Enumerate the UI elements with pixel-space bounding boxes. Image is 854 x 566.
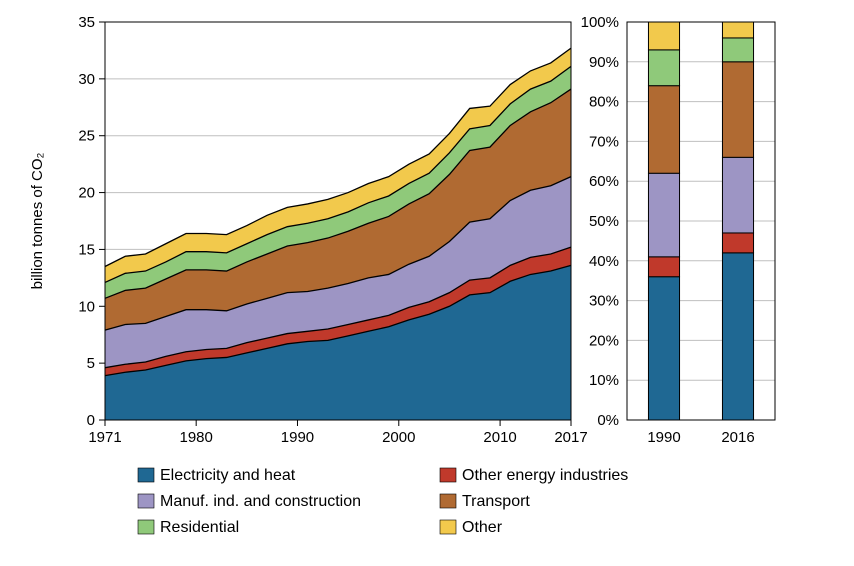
bar-seg-2016-transport: [722, 62, 753, 158]
bar-ytick-label: 40%: [589, 253, 619, 270]
bar-ytick-label: 60%: [589, 173, 619, 190]
bar-seg-1990-transport: [648, 86, 679, 174]
legend-label-residential: Residential: [160, 519, 239, 536]
legend-label-electricity: Electricity and heat: [160, 467, 296, 484]
bar-seg-2016-other: [722, 22, 753, 38]
bar-ytick-label: 70%: [589, 133, 619, 150]
bar-seg-2016-electricity: [722, 253, 753, 420]
legend: Electricity and heat Other energy industr…: [138, 467, 628, 536]
ytick-label: 25: [78, 128, 95, 145]
y-axis-label: billion tonnes of CO₂: [29, 152, 46, 289]
area-chart: 0 5 10 15 20 25 30 35 1971 1980 1990 2000 2010 2017 bi…: [29, 14, 588, 446]
bar-ytick-label: 10%: [589, 372, 619, 389]
ytick-label: 30: [78, 71, 95, 88]
ytick-label: 5: [87, 355, 95, 372]
legend-swatch-electricity: [138, 468, 154, 482]
bar-seg-1990-manuf: [648, 173, 679, 257]
legend-swatch-other_energy: [440, 468, 456, 482]
xtick-label: 2000: [382, 429, 415, 446]
legend-swatch-other: [440, 520, 456, 534]
co2-emissions-chart: 0 5 10 15 20 25 30 35 1971 1980 1990 2000 2010 2017 bi…: [0, 0, 854, 566]
legend-label-transport: Transport: [462, 493, 530, 510]
legend-swatch-transport: [440, 494, 456, 508]
xtick-label: 2010: [483, 429, 516, 446]
ytick-label: 10: [78, 298, 95, 315]
ytick-label: 20: [78, 185, 95, 202]
bar-ytick-label: 90%: [589, 54, 619, 71]
ytick-label: 0: [87, 412, 95, 429]
bar-ytick-label: 50%: [589, 213, 619, 230]
bar-ytick-label: 100%: [581, 14, 619, 31]
legend-label-manuf: Manuf. ind. and construction: [160, 493, 361, 510]
legend-label-other: Other: [462, 519, 503, 536]
xtick-label: 1971: [88, 429, 121, 446]
xtick-label: 2017: [554, 429, 587, 446]
bar-seg-1990-residential: [648, 50, 679, 86]
bar-ytick-label: 0%: [597, 412, 619, 429]
bar-xtick-label: 2016: [721, 429, 754, 446]
bar-seg-2016-other_energy: [722, 233, 753, 253]
legend-swatch-manuf: [138, 494, 154, 508]
bar-ytick-label: 30%: [589, 293, 619, 310]
legend-swatch-residential: [138, 520, 154, 534]
ytick-label: 35: [78, 14, 95, 31]
bar-chart: 0% 10% 20% 30% 40% 50% 60% 70% 80% 90% 100% 1990 201…: [581, 14, 775, 446]
ytick-label: 15: [78, 241, 95, 258]
legend-label-other_energy: Other energy industries: [462, 467, 628, 484]
bar-seg-2016-manuf: [722, 157, 753, 233]
bar-ytick-label: 20%: [589, 332, 619, 349]
area-xticks: 1971 1980 1990 2000 2010 2017: [88, 420, 587, 446]
bar-seg-1990-electricity: [648, 277, 679, 420]
bar-ytick-label: 80%: [589, 94, 619, 111]
bar-seg-1990-other: [648, 22, 679, 50]
bar-seg-1990-other_energy: [648, 257, 679, 277]
xtick-label: 1980: [179, 429, 212, 446]
bar-xtick-label: 1990: [647, 429, 680, 446]
xtick-label: 1990: [281, 429, 314, 446]
bar-seg-2016-residential: [722, 38, 753, 62]
